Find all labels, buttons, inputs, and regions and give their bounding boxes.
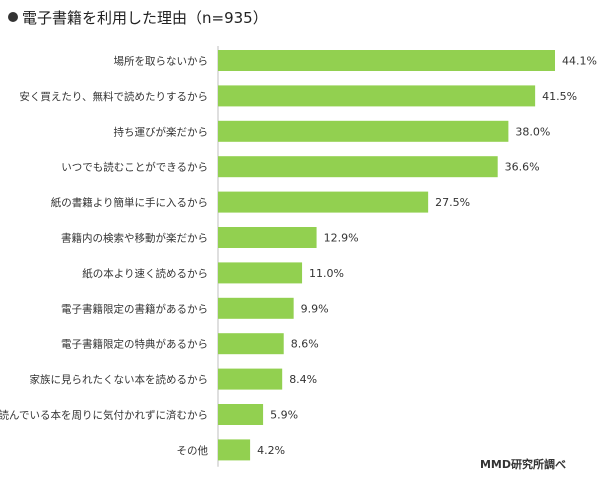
value-label: 8.6% bbox=[291, 338, 319, 351]
value-label: 12.9% bbox=[324, 232, 359, 245]
bar bbox=[218, 297, 294, 319]
bar bbox=[218, 156, 498, 178]
bar bbox=[218, 191, 429, 213]
chart-title: 電子書籍を利用した理由（n=935） bbox=[8, 7, 268, 28]
category-label: 紙の書籍より簡単に手に入るから bbox=[51, 196, 208, 209]
category-label: 安く買えたり、無料で読めたりするから bbox=[19, 90, 208, 103]
category-label: 電子書籍限定の特典があるから bbox=[61, 338, 208, 351]
chart-title-text: 電子書籍を利用した理由（n=935） bbox=[22, 9, 268, 27]
bar bbox=[218, 368, 283, 390]
bullet-icon bbox=[8, 12, 18, 22]
value-label: 11.0% bbox=[309, 267, 344, 280]
bar bbox=[218, 50, 555, 71]
bar bbox=[218, 333, 284, 355]
value-label: 5.9% bbox=[270, 409, 298, 422]
category-label: いつでも読むことができるから bbox=[61, 161, 208, 174]
category-label: 読んでいる本を周りに気付かれずに済むから bbox=[0, 409, 208, 422]
bar bbox=[218, 262, 303, 284]
value-label: 38.0% bbox=[515, 125, 550, 138]
value-label: 41.5% bbox=[542, 90, 577, 103]
bar bbox=[218, 404, 264, 425]
value-label: 4.2% bbox=[257, 444, 285, 457]
source-note: MMD研究所調べ bbox=[479, 458, 566, 471]
category-label: 家族に見られたくない本を読めるから bbox=[30, 373, 209, 386]
value-label: 27.5% bbox=[435, 196, 470, 209]
value-label: 8.4% bbox=[289, 373, 317, 386]
category-label: その他 bbox=[177, 444, 209, 457]
category-label: 持ち運びが楽だから bbox=[114, 125, 209, 138]
bar bbox=[218, 227, 317, 248]
bar bbox=[218, 439, 251, 461]
bar bbox=[218, 120, 509, 142]
value-label: 44.1% bbox=[562, 55, 597, 68]
category-label: 紙の本より速く読めるから bbox=[82, 267, 208, 280]
value-label: 36.6% bbox=[505, 161, 540, 174]
category-label: 場所を取らないから bbox=[114, 55, 209, 68]
value-label: 9.9% bbox=[301, 302, 329, 315]
category-label: 電子書籍限定の書籍があるから bbox=[61, 302, 208, 315]
bar bbox=[218, 85, 536, 107]
category-label: 書籍内の検索や移動が楽だから bbox=[61, 232, 208, 245]
